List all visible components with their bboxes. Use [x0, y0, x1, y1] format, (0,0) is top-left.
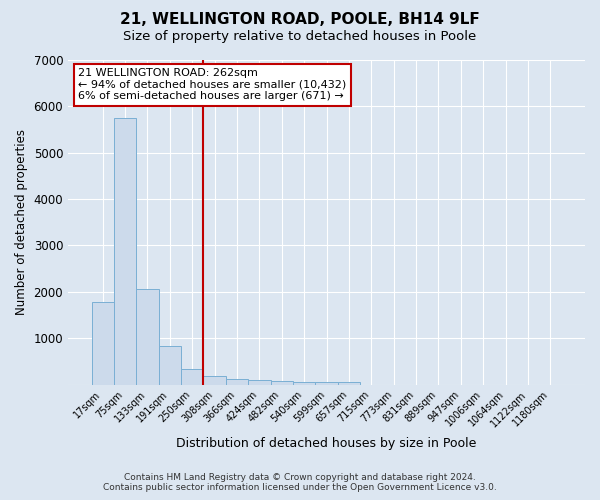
- Bar: [136, 289, 158, 384]
- Text: Contains HM Land Registry data © Crown copyright and database right 2024.
Contai: Contains HM Land Registry data © Crown c…: [103, 473, 497, 492]
- Bar: [248, 380, 271, 384]
- Bar: [271, 380, 293, 384]
- Y-axis label: Number of detached properties: Number of detached properties: [15, 130, 28, 316]
- X-axis label: Distribution of detached houses by size in Poole: Distribution of detached houses by size …: [176, 437, 477, 450]
- Text: Size of property relative to detached houses in Poole: Size of property relative to detached ho…: [124, 30, 476, 43]
- Bar: [338, 382, 360, 384]
- Bar: [226, 380, 248, 384]
- Bar: [92, 302, 114, 384]
- Bar: [158, 346, 181, 385]
- Bar: [181, 370, 203, 384]
- Bar: [316, 382, 338, 384]
- Bar: [293, 382, 316, 384]
- Bar: [203, 376, 226, 384]
- Bar: [114, 118, 136, 384]
- Text: 21 WELLINGTON ROAD: 262sqm
← 94% of detached houses are smaller (10,432)
6% of s: 21 WELLINGTON ROAD: 262sqm ← 94% of deta…: [79, 68, 347, 102]
- Text: 21, WELLINGTON ROAD, POOLE, BH14 9LF: 21, WELLINGTON ROAD, POOLE, BH14 9LF: [120, 12, 480, 28]
